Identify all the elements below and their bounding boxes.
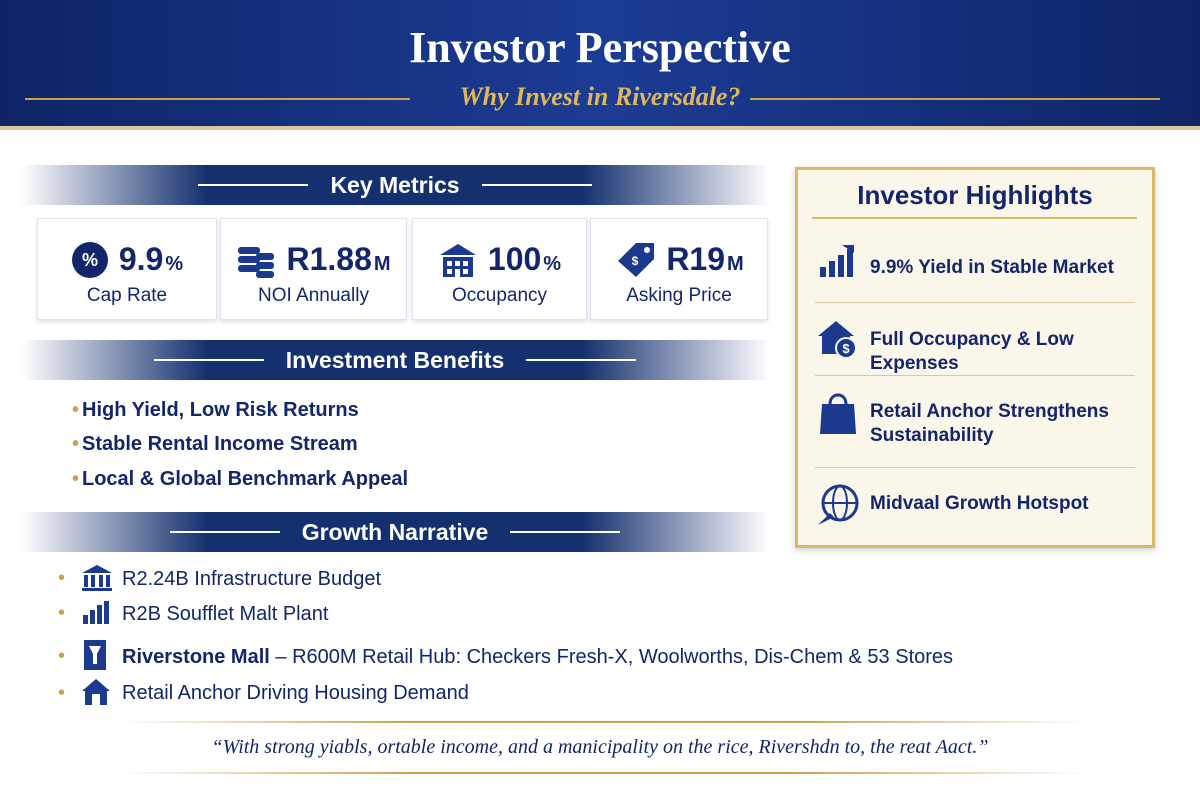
- icon: $: [618, 243, 655, 277]
- svg-text:$: $: [632, 254, 639, 268]
- growth-item: Retail Anchor Driving Housing Demand: [122, 682, 469, 704]
- metric-unit: M: [727, 253, 744, 275]
- bullet-item: Local & Global Benchmark Appeal: [72, 468, 408, 491]
- highlight-item: 9.9% Yield in Stable Market: [870, 257, 1114, 278]
- growth-item: R2B Soufflet Malt Plant: [122, 603, 329, 625]
- bullet: •: [58, 645, 66, 667]
- svg-text:$: $: [842, 341, 850, 356]
- metric-unit: M: [373, 253, 391, 275]
- growth-item-bold: Riverstone Mall: [122, 646, 270, 668]
- section-banner: Investment Benefits: [20, 340, 770, 380]
- gold-rule: [118, 721, 1088, 723]
- icon: [820, 393, 856, 434]
- icon: [820, 245, 854, 277]
- metric-unit: %: [165, 253, 184, 275]
- metric-label: Occupancy: [451, 285, 548, 306]
- metric-card: R1.88 M NOI Annually: [220, 218, 407, 320]
- growth-item-text: – R600M Retail Hub: Checkers Fresh-X, Wo…: [269, 646, 954, 668]
- highlight-item: Full Occupancy & Low Expenses: [870, 329, 1074, 374]
- bullet-item: Stable Rental Income Stream: [72, 433, 358, 456]
- icon: %: [71, 242, 108, 278]
- heading: Growth Narrative: [301, 518, 489, 545]
- gold-rule: [118, 772, 1088, 774]
- quote: “With strong yiabls, ortable income, and…: [211, 736, 989, 758]
- section-banner: Growth Narrative: [20, 512, 770, 552]
- metric-value: 100: [487, 241, 542, 277]
- metric-card: % 9.9% Cap Rate: [37, 218, 217, 320]
- svg-text:%: %: [82, 250, 98, 270]
- heading: Investment Benefits: [285, 346, 505, 373]
- bullet: •: [58, 567, 66, 589]
- gold-rule: [750, 98, 1160, 100]
- icon: [82, 679, 110, 705]
- bullet: •: [58, 602, 66, 624]
- growth-item: R2.24B Infrastructure Budget: [122, 568, 382, 590]
- divider: [815, 375, 1135, 376]
- metric-value: 9.9: [118, 241, 164, 277]
- title: Investor Perspective: [409, 23, 791, 72]
- gold-rule: [25, 98, 410, 100]
- metric-card: $ R19 M Asking Price: [590, 218, 768, 320]
- metric-label: NOI Annually: [258, 285, 369, 306]
- metric-card: 100% Occupancy: [412, 218, 587, 320]
- divider: [815, 467, 1135, 468]
- icon: [439, 244, 476, 277]
- metric-label: Cap Rate: [86, 285, 168, 306]
- metric-value: R19: [666, 241, 726, 277]
- panel-heading: Investor Highlights: [857, 180, 1093, 210]
- icon: [83, 601, 109, 624]
- metric-unit: %: [543, 253, 562, 275]
- highlight-item: Retail Anchor Strengthens Sustainability: [870, 401, 1109, 446]
- icon: [82, 565, 112, 591]
- metric-label: Asking Price: [626, 285, 732, 306]
- header: [0, 0, 1200, 130]
- heading: Key Metrics: [330, 171, 460, 198]
- icon: [238, 247, 275, 278]
- icon: [818, 484, 859, 525]
- section-banner: Key Metrics: [20, 165, 770, 205]
- divider: [815, 302, 1135, 303]
- bullet: •: [58, 682, 66, 704]
- icon: $: [818, 321, 857, 359]
- subtitle: Why Invest in Riversdale?: [459, 82, 741, 111]
- highlight-item: Midvaal Growth Hotspot: [870, 493, 1089, 514]
- bullet-item: High Yield, Low Risk Returns: [72, 399, 359, 422]
- gold-rule: [812, 217, 1137, 219]
- highlights-panel: [795, 167, 1155, 548]
- metric-value: R1.88: [286, 241, 372, 277]
- icon: [84, 640, 106, 670]
- growth-item: Riverstone Mall – R600M Retail Hub: Chec…: [122, 646, 953, 669]
